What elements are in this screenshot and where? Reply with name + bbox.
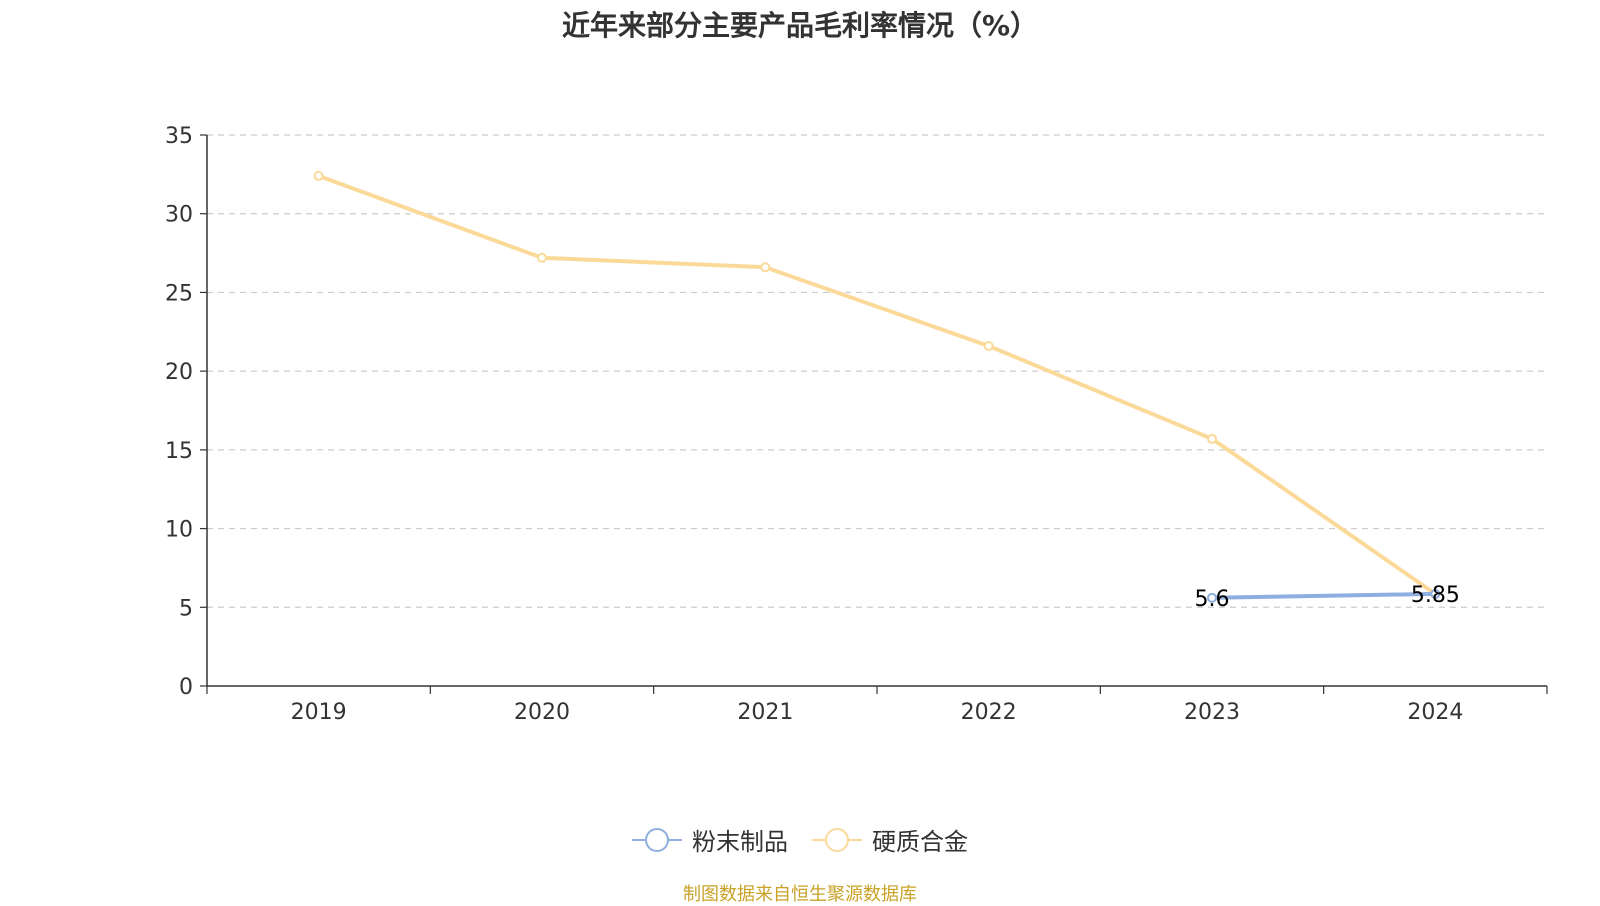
x-tick-label: 2020 (514, 700, 570, 725)
y-tick-label: 25 (165, 281, 193, 306)
data-label: 5.85 (1411, 583, 1460, 608)
data-point (1430, 588, 1441, 599)
legend: 粉末制品 硬质合金 (0, 822, 1600, 857)
legend-label-carbide: 硬质合金 (872, 828, 968, 856)
legend-item-carbide[interactable]: 硬质合金 (812, 822, 968, 857)
series-line-1 (316, 173, 1438, 596)
legend-swatch-powder (632, 825, 682, 855)
legend-swatch-carbide (812, 825, 862, 855)
chart-title: 近年来部分主要产品毛利率情况（%） (561, 9, 1039, 42)
data-point (760, 262, 771, 273)
y-tick-label: 20 (165, 360, 193, 385)
data-point (1207, 592, 1217, 603)
x-tick-label: 2022 (961, 700, 1017, 725)
y-tick-label: 15 (165, 439, 193, 464)
legend-label-powder: 粉末制品 (692, 828, 788, 856)
y-tick-label: 0 (179, 675, 193, 700)
x-tick-label: 2019 (291, 700, 347, 725)
legend-item-powder[interactable]: 粉末制品 (632, 822, 788, 857)
y-tick-label: 5 (179, 596, 193, 621)
x-tick-label: 2023 (1184, 700, 1240, 725)
y-tick-label: 10 (165, 518, 193, 543)
y-tick-label: 30 (165, 203, 193, 228)
source-note: 制图数据来自恒生聚源数据库 (683, 884, 917, 905)
data-point (537, 252, 547, 263)
data-point (313, 170, 324, 181)
x-tick-label: 2021 (737, 700, 793, 725)
series-line-0 (1210, 591, 1438, 600)
y-tick-label: 35 (165, 124, 193, 149)
data-point (983, 340, 994, 351)
data-label: 5.6 (1195, 587, 1230, 612)
data-point (1207, 433, 1217, 444)
x-tick-label: 2024 (1407, 700, 1463, 725)
